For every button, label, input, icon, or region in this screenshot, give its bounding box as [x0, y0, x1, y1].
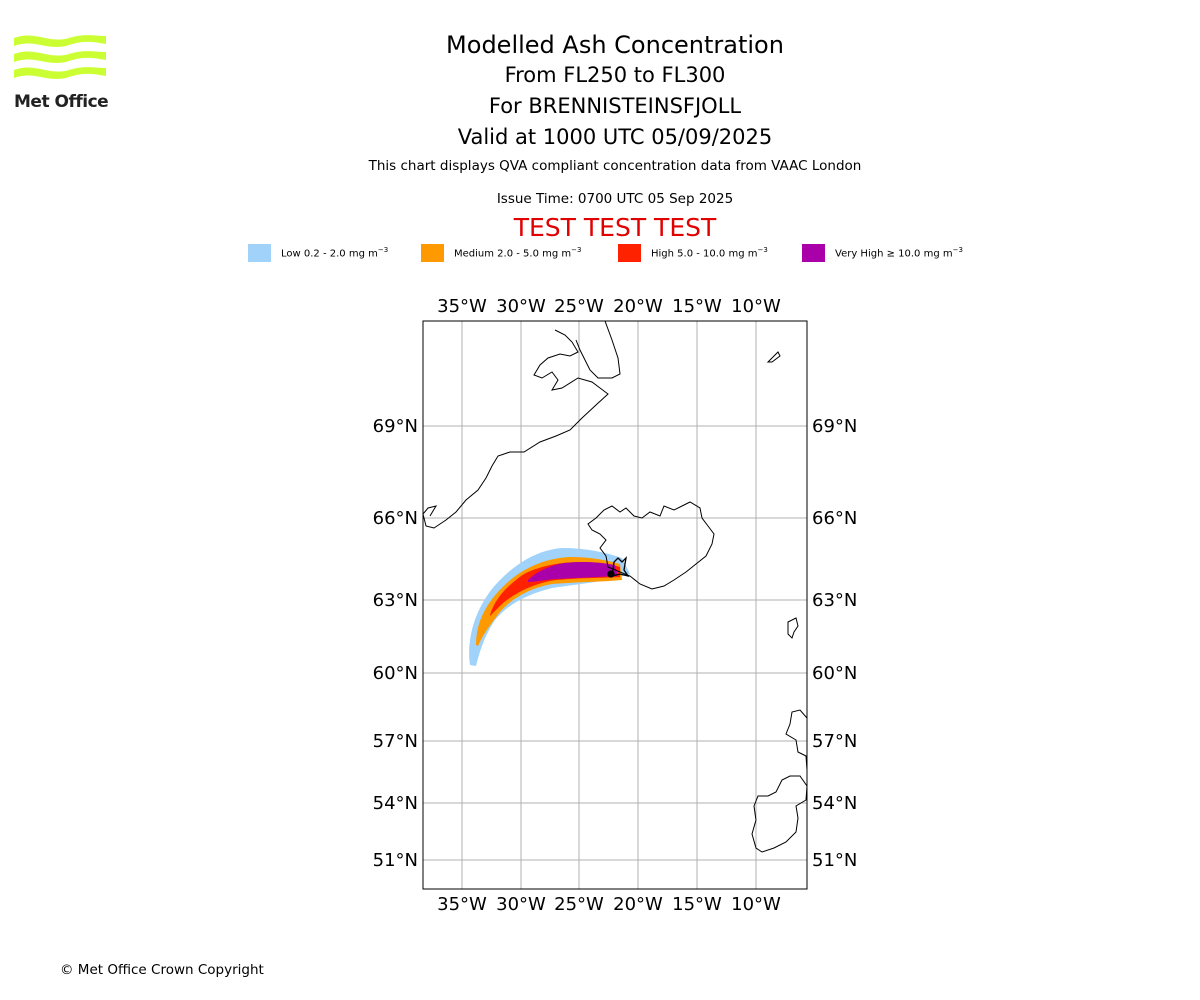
- lat-label-left: 60°N: [373, 663, 418, 684]
- volcano-name: For BRENNISTEINSFJOLL: [488, 94, 742, 118]
- map-frame: [422, 320, 808, 890]
- chart-titles: Modelled Ash Concentration From FL250 to…: [315, 30, 915, 153]
- lat-label-left: 51°N: [373, 850, 418, 871]
- lat-label-left: 66°N: [373, 508, 418, 529]
- ash-plume: [469, 548, 630, 666]
- logo-text: Met Office: [14, 92, 109, 112]
- legend-label-medium: Medium 2.0 - 5.0 mg m: [454, 248, 572, 260]
- legend-swatch-high: [618, 244, 641, 262]
- coastlines: [423, 321, 807, 853]
- lon-label-top: 25°W: [554, 296, 604, 317]
- met-office-wave-icon: [14, 35, 106, 80]
- lon-label-bottom: 30°W: [496, 894, 546, 915]
- lat-label-right: 63°N: [812, 590, 857, 611]
- legend-swatch-medium: [421, 244, 444, 262]
- test-banner: TEST TEST TEST: [513, 213, 717, 242]
- lon-label-top: 15°W: [672, 296, 722, 317]
- lon-label-top: 30°W: [496, 296, 546, 317]
- coastline-svalbard-islet: [766, 351, 781, 363]
- lon-label-top: 10°W: [731, 296, 781, 317]
- legend-label-high: High 5.0 - 10.0 mg m: [651, 248, 758, 260]
- legend-label-very-high: Very High ≥ 10.0 mg m: [835, 248, 953, 260]
- coastline-scotland: [785, 709, 807, 771]
- legend-label-low: Low 0.2 - 2.0 mg m: [281, 248, 378, 260]
- lon-label-bottom: 20°W: [613, 894, 663, 915]
- lat-label-left: 54°N: [373, 793, 418, 814]
- issue-time: Issue Time: 0700 UTC 05 Sep 2025: [496, 191, 734, 207]
- lon-label-top: 20°W: [613, 296, 663, 317]
- lat-label-right: 57°N: [812, 731, 857, 752]
- lat-label-right: 69°N: [812, 416, 857, 437]
- flight-level-range: From FL250 to FL300: [504, 63, 726, 87]
- coastline-iceland: [587, 501, 715, 590]
- lon-label-top: 35°W: [437, 296, 487, 317]
- chart-title: Modelled Ash Concentration: [446, 31, 784, 59]
- valid-time: Valid at 1000 UTC 05/09/2025: [457, 125, 773, 149]
- graticule: [423, 321, 807, 889]
- lat-label-right: 51°N: [812, 850, 857, 871]
- lat-label-right: 60°N: [812, 663, 857, 684]
- coastline-greenland: [423, 329, 609, 529]
- lat-label-left: 57°N: [373, 731, 418, 752]
- ash-plume-very-high: [528, 561, 618, 582]
- lon-label-bottom: 25°W: [554, 894, 604, 915]
- coastline-greenland-east: [575, 321, 621, 379]
- coastline-faroe: [787, 617, 799, 639]
- lat-label-right: 54°N: [812, 793, 857, 814]
- chart-description: This chart displays QVA compliant concen…: [368, 158, 862, 174]
- volcano-marker: [607, 556, 630, 578]
- coastline-ireland: [751, 775, 807, 853]
- met-office-logo: Met Office: [14, 30, 109, 112]
- lon-label-bottom: 35°W: [437, 894, 487, 915]
- lat-label-left: 69°N: [373, 416, 418, 437]
- legend-swatch-low: [248, 244, 271, 262]
- lon-label-bottom: 15°W: [672, 894, 722, 915]
- lat-label-left: 63°N: [373, 590, 418, 611]
- copyright-notice: © Met Office Crown Copyright: [60, 962, 264, 978]
- legend-swatch-very-high: [802, 244, 825, 262]
- ash-plume-medium: [476, 557, 622, 646]
- lat-label-right: 66°N: [812, 508, 857, 529]
- lon-label-bottom: 10°W: [731, 894, 781, 915]
